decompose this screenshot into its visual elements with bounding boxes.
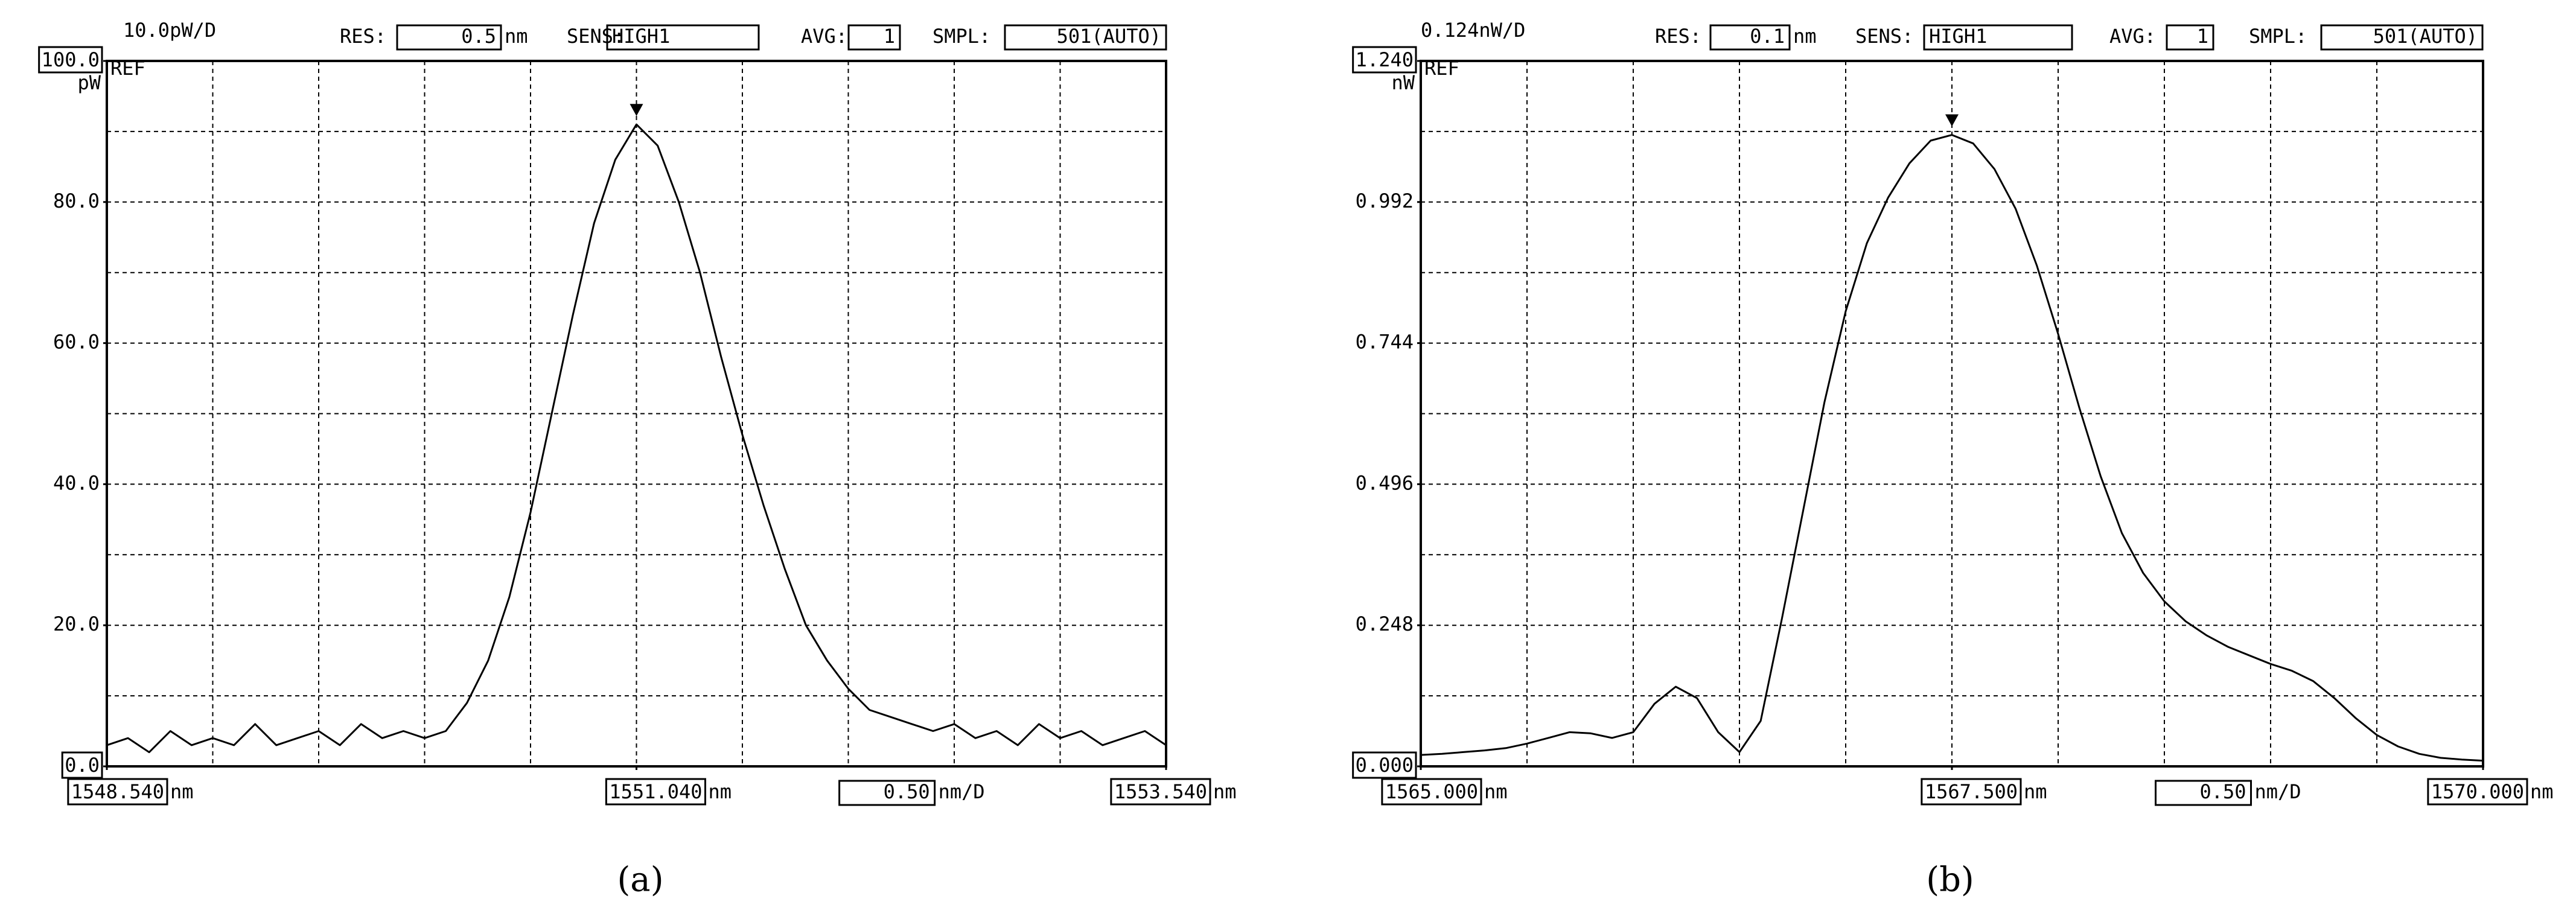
setting-value: 501(AUTO): [1057, 25, 1161, 48]
setting-box: [847, 24, 901, 51]
setting-label: RES:: [340, 25, 386, 48]
label-box: [605, 778, 706, 806]
span-unit: nm/D: [939, 780, 985, 803]
caption: (a): [617, 860, 663, 900]
setting-label: SMPL:: [933, 25, 990, 48]
scale-label: 10.0pW/D: [123, 19, 216, 42]
setting-label: AVG:: [2109, 25, 2156, 48]
ref-label: REF: [1424, 57, 1459, 80]
x-unit: nm: [170, 780, 194, 803]
spectrum-line: [106, 123, 1167, 754]
y-tick-label: 0.0: [65, 754, 100, 777]
label-box: [1381, 778, 1482, 806]
y-tick-label: 0.496: [1356, 471, 1414, 494]
setting-unit: nm: [505, 25, 528, 48]
setting-label: AVG:: [801, 25, 847, 48]
setting-box: [1923, 24, 2073, 51]
y-tick-label: 20.0: [53, 612, 100, 635]
label-box: [67, 778, 168, 806]
y-tick-label: 60.0: [53, 331, 100, 354]
setting-value: 0.1: [1750, 25, 1785, 48]
span-label: 0.50: [884, 780, 930, 803]
setting-label: SENS:: [1855, 25, 1913, 48]
x-unit: nm: [1484, 780, 1508, 803]
y-tick-label: 100.0: [42, 48, 100, 71]
peak-marker: [1945, 114, 1959, 127]
y-tick-label: 0.000: [1356, 754, 1414, 777]
setting-value: 1: [884, 25, 895, 48]
x-unit: nm: [709, 780, 732, 803]
y-tick-label: 0.248: [1356, 612, 1414, 635]
label-box: [1352, 751, 1417, 779]
setting-box: [2320, 24, 2484, 51]
x-unit: nm: [2530, 780, 2554, 803]
setting-value: HIGH1: [1929, 25, 1987, 48]
y-tick-label: 80.0: [53, 189, 100, 212]
setting-value: 501(AUTO): [2373, 25, 2478, 48]
setting-box: [606, 24, 760, 51]
x-tick-label: 1567.500: [1925, 780, 2018, 803]
setting-unit: nm: [1793, 25, 1817, 48]
setting-box: [396, 24, 502, 51]
x-tick-label: 1565.000: [1385, 780, 1478, 803]
y-tick-label: 40.0: [53, 471, 100, 494]
y-tick-label: 0.992: [1356, 189, 1414, 212]
setting-value: 0.5: [461, 25, 496, 48]
setting-label: SENS:: [567, 25, 625, 48]
x-tick-label: 1551.040: [609, 780, 702, 803]
x-unit: nm: [1213, 780, 1237, 803]
ref-label: REF: [110, 57, 145, 80]
setting-box: [1709, 24, 1791, 51]
x-unit: nm: [2024, 780, 2047, 803]
label-box: [2155, 780, 2252, 806]
y-unit: nW: [1391, 71, 1415, 94]
span-label: 0.50: [2199, 780, 2246, 803]
x-tick-label: 1570.000: [2431, 780, 2524, 803]
label-box: [61, 751, 103, 779]
x-tick-label: 1553.540: [1114, 780, 1207, 803]
label-box: [38, 46, 103, 74]
x-tick-label: 1548.540: [71, 780, 164, 803]
label-box: [2427, 778, 2528, 806]
setting-label: SMPL:: [2249, 25, 2307, 48]
peak-marker: [630, 104, 643, 116]
label-box: [1110, 778, 1211, 806]
span-unit: nm/D: [2255, 780, 2301, 803]
label-box: [838, 780, 936, 806]
scale-label: 0.124nW/D: [1421, 19, 1525, 42]
y-tick-label: 0.744: [1356, 331, 1414, 354]
setting-value: HIGH1: [612, 25, 670, 48]
spectrum-line: [1420, 134, 2484, 762]
y-unit: pW: [77, 71, 101, 94]
setting-label: RES:: [1655, 25, 1701, 48]
caption: (b): [1926, 860, 1974, 900]
label-box: [1921, 778, 2022, 806]
y-tick-label: 1.240: [1356, 48, 1414, 71]
setting-box: [2166, 24, 2214, 51]
label-box: [1352, 46, 1417, 74]
setting-box: [1004, 24, 1167, 51]
setting-value: 1: [2197, 25, 2208, 48]
